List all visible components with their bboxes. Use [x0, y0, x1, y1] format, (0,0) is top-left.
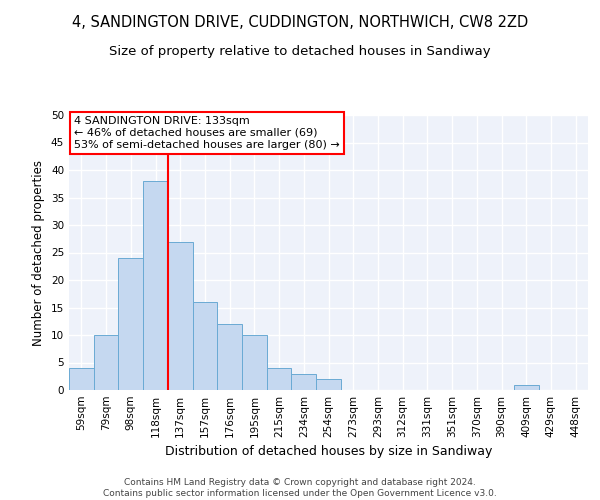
Text: Contains HM Land Registry data © Crown copyright and database right 2024.
Contai: Contains HM Land Registry data © Crown c…: [103, 478, 497, 498]
Bar: [292, 374, 316, 390]
Bar: [143, 181, 168, 390]
Bar: [514, 384, 539, 390]
Bar: [94, 335, 118, 390]
Bar: [267, 368, 292, 390]
Text: 4 SANDINGTON DRIVE: 133sqm
← 46% of detached houses are smaller (69)
53% of semi: 4 SANDINGTON DRIVE: 133sqm ← 46% of deta…: [74, 116, 340, 150]
Text: 4, SANDINGTON DRIVE, CUDDINGTON, NORTHWICH, CW8 2ZD: 4, SANDINGTON DRIVE, CUDDINGTON, NORTHWI…: [72, 15, 528, 30]
Bar: [118, 258, 143, 390]
Bar: [69, 368, 94, 390]
X-axis label: Distribution of detached houses by size in Sandiway: Distribution of detached houses by size …: [165, 446, 492, 458]
Bar: [193, 302, 217, 390]
Y-axis label: Number of detached properties: Number of detached properties: [32, 160, 46, 346]
Text: Size of property relative to detached houses in Sandiway: Size of property relative to detached ho…: [109, 45, 491, 58]
Bar: [217, 324, 242, 390]
Bar: [242, 335, 267, 390]
Bar: [168, 242, 193, 390]
Bar: [316, 379, 341, 390]
